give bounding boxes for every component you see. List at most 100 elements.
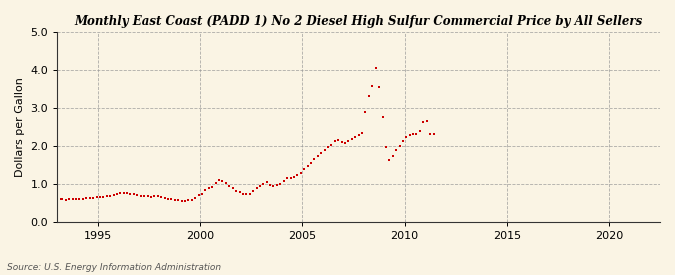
- Point: [329, 139, 340, 144]
- Point: [381, 144, 392, 149]
- Point: [313, 154, 323, 159]
- Point: [319, 148, 330, 153]
- Point: [248, 188, 259, 193]
- Point: [227, 186, 238, 191]
- Point: [142, 194, 153, 199]
- Point: [343, 139, 354, 144]
- Point: [316, 151, 327, 156]
- Point: [200, 188, 211, 192]
- Point: [210, 181, 221, 185]
- Point: [88, 196, 99, 200]
- Point: [254, 183, 265, 188]
- Point: [265, 182, 275, 187]
- Point: [275, 182, 286, 186]
- Point: [98, 195, 109, 199]
- Point: [421, 119, 432, 123]
- Point: [241, 192, 252, 197]
- Point: [353, 133, 364, 138]
- Point: [408, 132, 418, 137]
- Text: Source: U.S. Energy Information Administration: Source: U.S. Energy Information Administ…: [7, 263, 221, 272]
- Point: [384, 158, 395, 162]
- Point: [78, 196, 88, 201]
- Point: [74, 197, 85, 201]
- Point: [71, 196, 82, 201]
- Point: [55, 197, 66, 201]
- Point: [63, 197, 74, 202]
- Point: [251, 185, 262, 190]
- Title: Monthly East Coast (PADD 1) No 2 Diesel High Sulfur Commercial Price by All Sell: Monthly East Coast (PADD 1) No 2 Diesel …: [74, 15, 643, 28]
- Point: [326, 143, 337, 147]
- Point: [391, 148, 402, 153]
- Point: [111, 192, 122, 197]
- Point: [57, 197, 68, 202]
- Point: [139, 194, 150, 198]
- Point: [95, 195, 105, 200]
- Point: [217, 178, 227, 183]
- Point: [105, 194, 115, 198]
- Point: [68, 197, 78, 201]
- Point: [387, 154, 398, 159]
- Point: [404, 133, 415, 138]
- Point: [193, 193, 204, 197]
- Point: [414, 129, 425, 134]
- Point: [163, 196, 173, 201]
- Point: [196, 192, 207, 196]
- Point: [367, 84, 378, 88]
- Point: [418, 120, 429, 125]
- Point: [122, 191, 132, 196]
- Point: [125, 191, 136, 196]
- Y-axis label: Dollars per Gallon: Dollars per Gallon: [15, 77, 25, 177]
- Point: [302, 164, 313, 168]
- Point: [186, 198, 197, 202]
- Point: [176, 199, 187, 203]
- Point: [244, 191, 255, 196]
- Point: [398, 139, 408, 144]
- Point: [190, 196, 200, 200]
- Point: [207, 185, 217, 189]
- Point: [180, 199, 190, 203]
- Point: [234, 190, 245, 195]
- Point: [281, 176, 292, 181]
- Point: [149, 194, 160, 199]
- Point: [61, 197, 72, 202]
- Point: [377, 115, 388, 119]
- Point: [360, 109, 371, 114]
- Point: [411, 131, 422, 136]
- Point: [115, 191, 126, 195]
- Point: [156, 195, 167, 199]
- Point: [278, 178, 289, 183]
- Point: [296, 171, 306, 175]
- Point: [306, 161, 317, 165]
- Point: [108, 193, 119, 197]
- Point: [173, 198, 184, 203]
- Point: [350, 135, 360, 140]
- Point: [231, 188, 242, 193]
- Point: [146, 194, 157, 199]
- Point: [288, 174, 299, 179]
- Point: [428, 132, 439, 137]
- Point: [286, 175, 296, 180]
- Point: [309, 157, 320, 161]
- Point: [159, 196, 170, 200]
- Point: [401, 135, 412, 140]
- Point: [91, 195, 102, 200]
- Point: [340, 141, 350, 145]
- Point: [132, 193, 143, 197]
- Point: [101, 194, 112, 199]
- Point: [135, 193, 146, 198]
- Point: [214, 178, 225, 182]
- Point: [374, 85, 385, 89]
- Point: [204, 186, 215, 191]
- Point: [258, 182, 269, 186]
- Point: [128, 192, 139, 197]
- Point: [292, 173, 303, 177]
- Point: [370, 66, 381, 70]
- Point: [183, 198, 194, 203]
- Point: [84, 196, 95, 200]
- Point: [268, 184, 279, 188]
- Point: [363, 94, 374, 99]
- Point: [357, 130, 368, 135]
- Point: [166, 197, 177, 202]
- Point: [224, 184, 235, 188]
- Point: [394, 144, 405, 148]
